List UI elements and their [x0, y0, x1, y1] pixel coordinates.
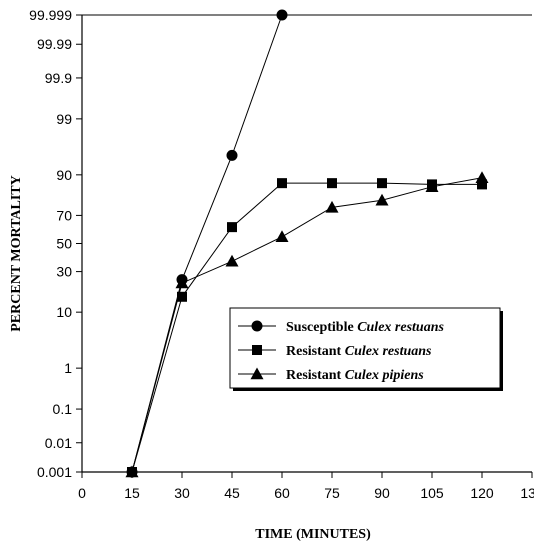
legend-label-species: Culex restuans [345, 344, 432, 359]
legend-label-prefix: Susceptible [286, 320, 357, 335]
legend-marker-circle [251, 320, 263, 332]
y-tick-label: 50 [56, 236, 72, 252]
y-tick-label: 99 [56, 111, 72, 127]
x-tick-label: 120 [470, 485, 494, 501]
legend-label: Susceptible Culex restuans [286, 320, 444, 335]
data-point-circle [276, 9, 288, 21]
y-axis-title: PERCENT MORTALITY [9, 175, 24, 332]
legend-box [229, 307, 501, 389]
data-point-square [177, 291, 187, 302]
y-tick-label: 0.001 [37, 464, 72, 480]
x-tick-label: 30 [174, 485, 190, 501]
data-point-square [327, 178, 337, 189]
legend-marker-square [252, 345, 262, 355]
y-tick-label: 10 [56, 304, 72, 320]
x-tick-label: 135 [520, 485, 534, 501]
legend-label-species: Culex pipiens [345, 368, 425, 383]
data-point-triangle [425, 180, 439, 193]
series-line [131, 182, 482, 473]
y-tick-label: 90 [56, 167, 72, 183]
tick-layer: 0.001 0.01 0.1 1 10 30 50 70 90 99 99.9 99.99 99.999… [29, 7, 534, 501]
legend-entry: Resistant Culex pipiens [238, 367, 424, 383]
data-point-triangle [175, 276, 189, 289]
legend-entry: Susceptible Culex restuans [238, 320, 444, 335]
data-point-square [277, 178, 287, 189]
legend-label: Resistant Culex restuans [286, 344, 432, 359]
data-point-triangle [325, 200, 339, 213]
series-line [131, 14, 283, 473]
series-layer [125, 9, 489, 478]
x-tick-label: 15 [124, 485, 140, 501]
legend-marker-triangle [250, 367, 264, 380]
x-tick-label: 60 [274, 485, 290, 501]
series-line [131, 177, 483, 473]
data-point-circle [226, 149, 238, 161]
x-tick-label: 75 [324, 485, 340, 501]
y-tick-label: 1 [64, 360, 72, 376]
x-tick-label: 45 [224, 485, 240, 501]
y-tick-label: 30 [56, 264, 72, 280]
y-tick-label: 70 [56, 207, 72, 223]
y-tick-label: 0.1 [53, 401, 73, 417]
legend-entry: Resistant Culex restuans [238, 344, 432, 359]
data-point-square [377, 178, 387, 189]
legend-label-prefix: Resistant [286, 368, 345, 383]
x-axis-title: TIME (MINUTES) [255, 527, 371, 542]
x-tick-label: 90 [374, 485, 390, 501]
y-tick-label: 99.9 [45, 70, 72, 86]
y-tick-label: 99.999 [29, 7, 72, 23]
data-point-square [477, 179, 487, 190]
series-triangle [125, 171, 489, 478]
x-tick-label: 0 [78, 485, 86, 501]
legend-label-species: Culex restuans [357, 320, 444, 335]
y-tick-label: 99.99 [37, 36, 72, 52]
data-point-square [227, 222, 237, 233]
legend-label: Resistant Culex pipiens [286, 368, 424, 383]
data-point-triangle [375, 193, 389, 206]
data-point-triangle [225, 254, 239, 267]
y-tick-label: 0.01 [45, 435, 72, 451]
data-point-triangle [475, 171, 489, 183]
data-point-triangle [275, 230, 289, 242]
data-point-triangle [125, 465, 139, 478]
x-tick-label: 105 [420, 485, 444, 501]
legend-label-prefix: Resistant [286, 344, 345, 359]
